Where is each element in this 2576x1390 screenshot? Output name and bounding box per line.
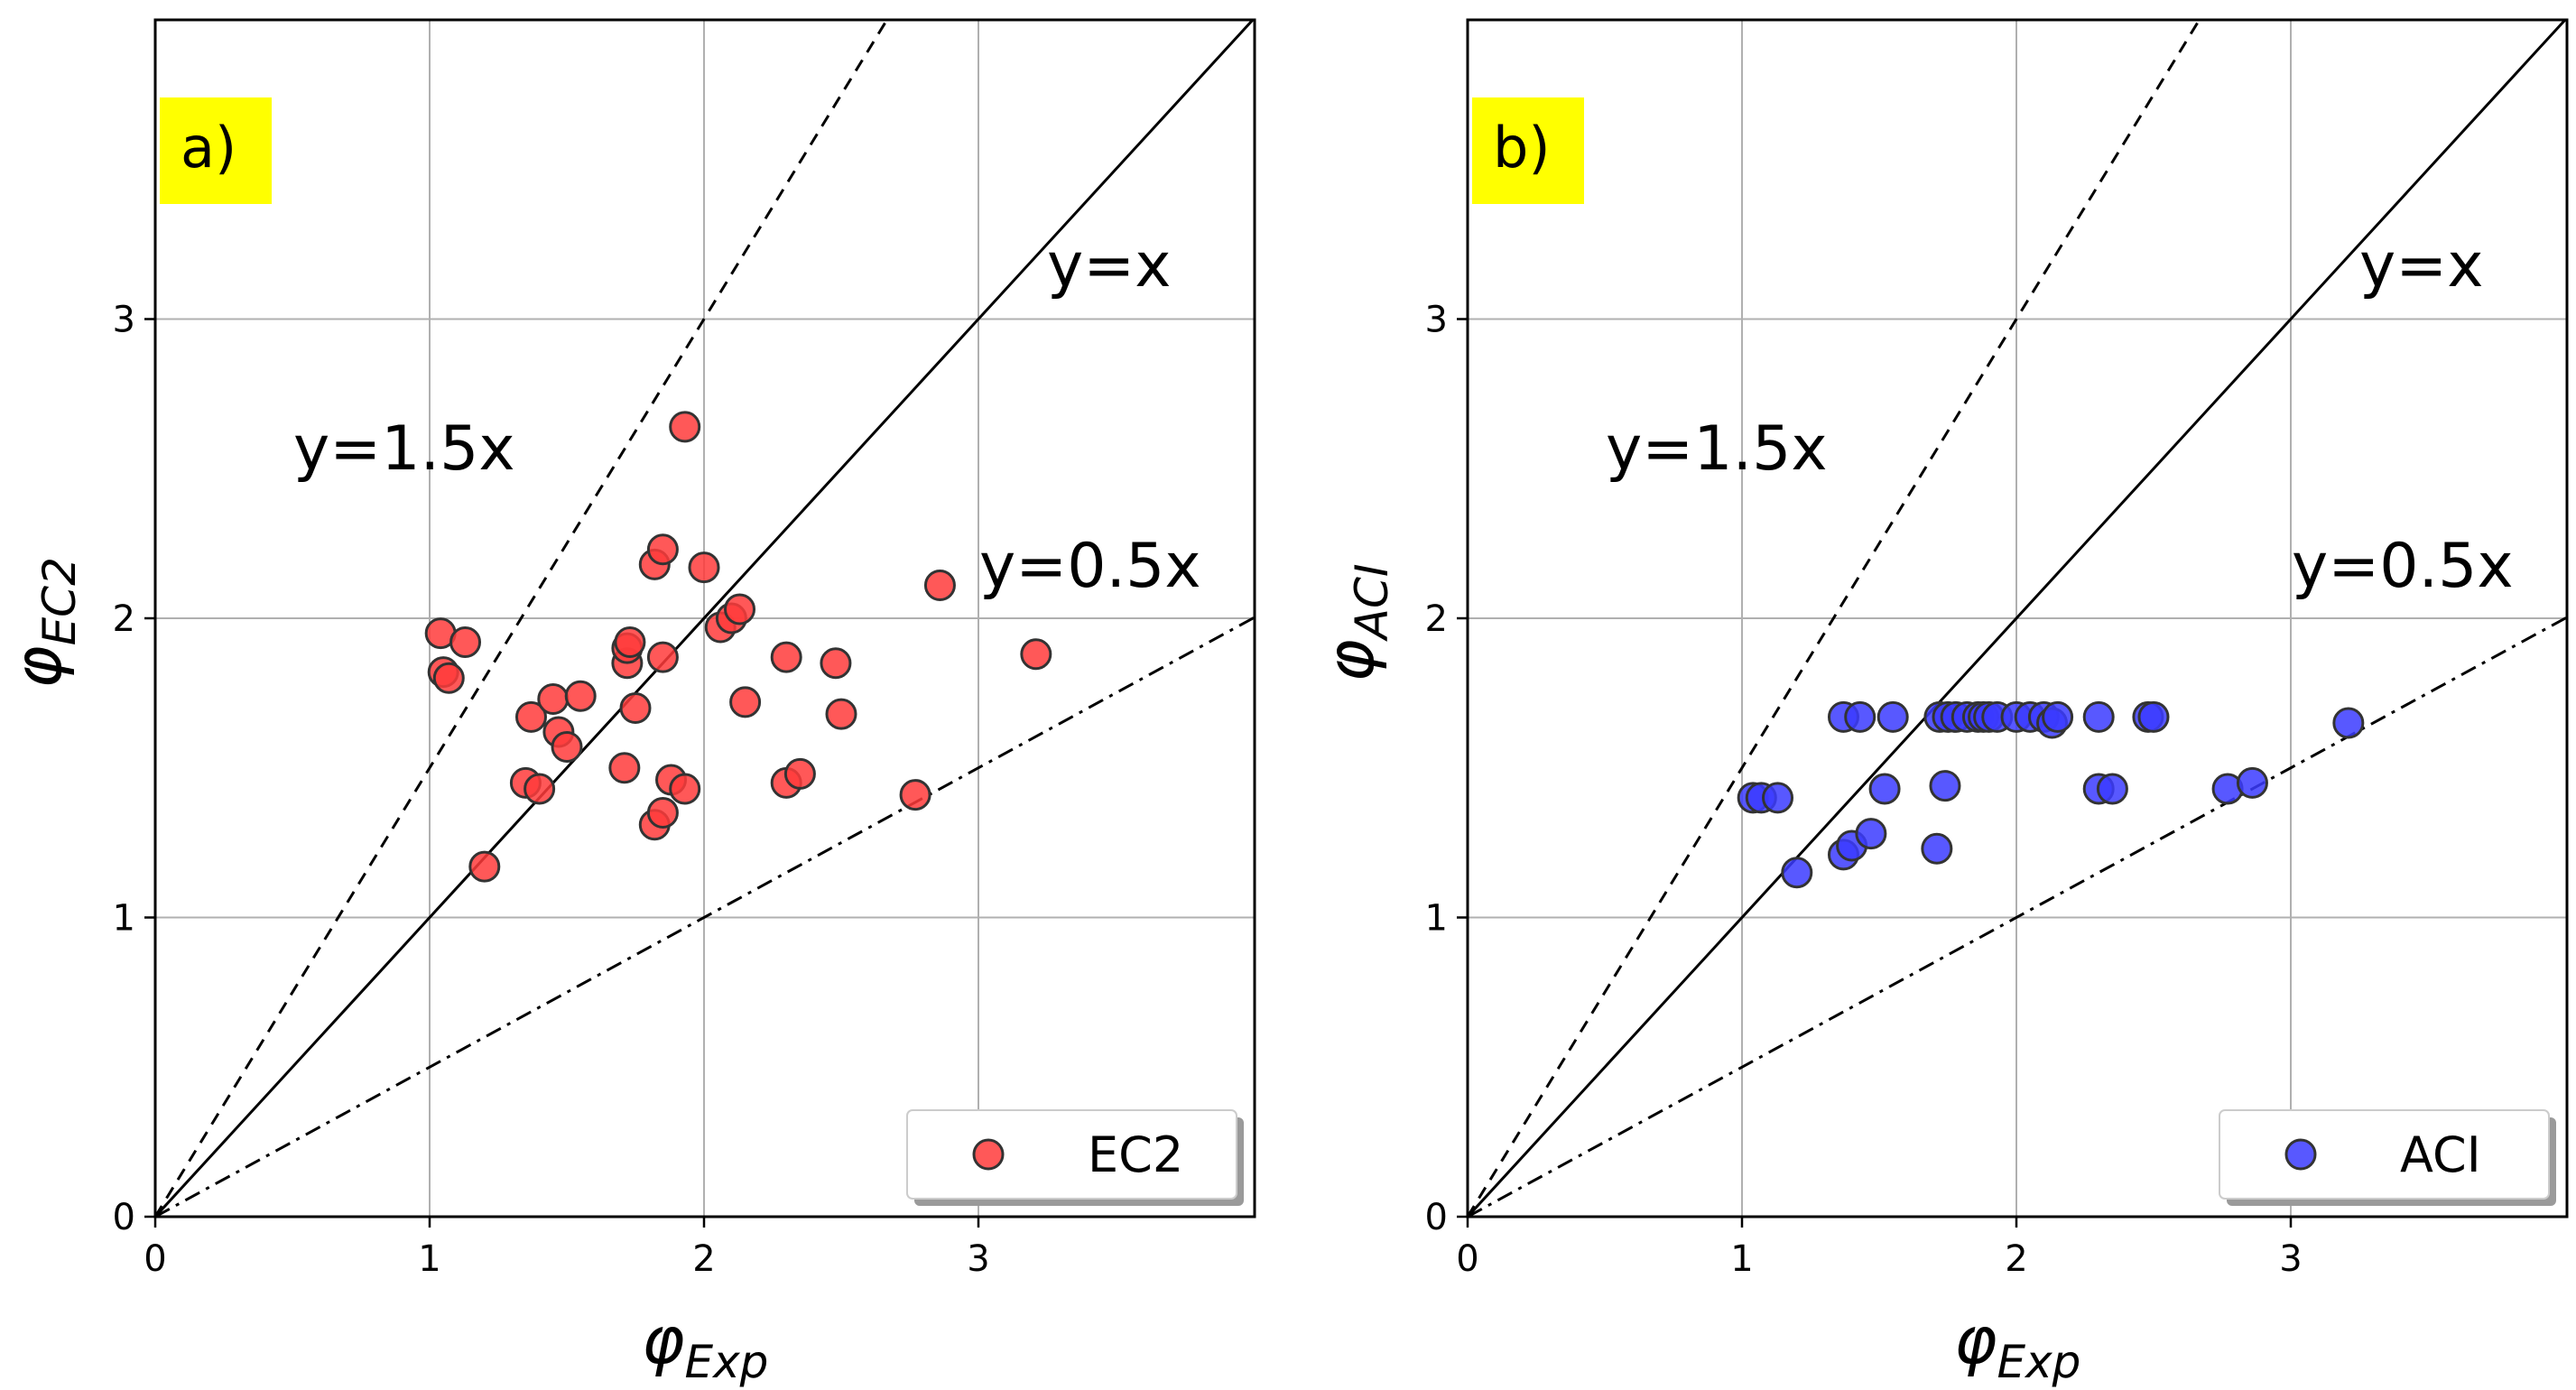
reference-line-label: y=0.5x — [979, 531, 1201, 602]
data-point — [1876, 700, 1909, 733]
x-axis-label: φExp — [1954, 1302, 2080, 1388]
data-point — [1844, 700, 1876, 733]
legend-marker — [2284, 1138, 2317, 1171]
panel-b: y=1.5x y=x y=0.5x 0 1 2 3 0 1 2 3 b) ACI φExp φACI — [1312, 18, 2569, 1388]
x-tick-label: 1 — [418, 1238, 440, 1280]
panel-label-box — [1472, 97, 1584, 204]
data-point — [1855, 818, 1887, 850]
data-point — [923, 570, 956, 602]
data-point — [688, 551, 720, 584]
data-point — [646, 796, 679, 829]
x-tick-label: 2 — [2005, 1238, 2027, 1280]
y-tick-label: 0 — [113, 1197, 135, 1238]
series-ec2 — [424, 411, 1052, 883]
reference-lines — [155, 20, 1255, 1217]
data-point — [724, 593, 756, 626]
data-point — [770, 641, 802, 673]
data-point — [2042, 700, 2074, 733]
data-point — [669, 773, 701, 805]
y-axis-label: φEC2 — [0, 557, 86, 689]
reference-line-label: y=0.5x — [2292, 531, 2514, 602]
x-tick-label: 1 — [1730, 1238, 1753, 1280]
x-tick-label: 3 — [2279, 1238, 2302, 1280]
data-point — [1020, 638, 1052, 671]
data-point — [608, 752, 641, 784]
data-point — [551, 731, 583, 764]
y-tick-label: 1 — [113, 898, 135, 940]
reference-line-label: y=1.5x — [293, 413, 515, 485]
data-point — [524, 773, 556, 805]
reference-line-solid — [155, 20, 1255, 1217]
reference-line-label: y=x — [1047, 230, 1171, 301]
data-point — [669, 411, 701, 443]
reference-line-dashdot — [155, 616, 1255, 1217]
x-tick-label: 3 — [967, 1238, 989, 1280]
data-point — [783, 757, 816, 790]
legend-label: ACI — [2400, 1126, 2481, 1183]
x-axis-label: φExp — [642, 1302, 768, 1388]
data-point — [2137, 700, 2170, 733]
reference-line-label: y=x — [2359, 230, 2483, 301]
data-point — [2082, 700, 2115, 733]
legend-box — [2219, 1109, 2550, 1200]
data-point — [468, 850, 501, 883]
data-point — [564, 680, 597, 712]
legend-marker — [972, 1138, 1005, 1171]
x-tick-label: 2 — [692, 1238, 715, 1280]
y-tick-label: 3 — [1425, 300, 1448, 341]
y-tick-label: 2 — [1425, 598, 1448, 640]
x-tick-label: 0 — [144, 1238, 166, 1280]
data-point — [2236, 766, 2268, 799]
series-aci — [1737, 700, 2365, 889]
data-point — [449, 626, 482, 659]
data-point — [537, 683, 570, 716]
data-point — [1762, 782, 1794, 814]
data-point — [1921, 832, 1953, 865]
data-point — [614, 626, 646, 659]
panel-label: b) — [1493, 115, 1551, 181]
data-point — [820, 647, 852, 680]
legend-box — [906, 1109, 1237, 1200]
data-point — [825, 698, 857, 730]
y-axis-label: φACI — [1312, 563, 1398, 681]
data-point — [646, 533, 679, 566]
legend-label: EC2 — [1088, 1126, 1183, 1183]
x-tick-label: 0 — [1456, 1238, 1478, 1280]
y-tick-label: 1 — [1425, 898, 1448, 940]
reference-line-solid — [1468, 20, 2567, 1217]
data-point — [1929, 770, 1961, 802]
data-point — [2096, 773, 2128, 805]
reference-line-dashdot — [1468, 616, 2567, 1217]
y-tick-label: 2 — [113, 598, 135, 640]
data-point — [2332, 707, 2365, 739]
data-point — [729, 686, 762, 718]
data-point — [514, 700, 547, 733]
panel-a: y=1.5x y=x y=0.5x 0 1 2 3 0 1 2 3 a) EC2 φExp φEC2 — [0, 18, 1256, 1388]
panel-label: a) — [181, 115, 236, 181]
panel-label-box — [160, 97, 272, 204]
reference-line-label: y=1.5x — [1606, 413, 1828, 485]
reference-lines — [1468, 20, 2567, 1217]
y-tick-label: 3 — [113, 300, 135, 341]
y-tick-label: 0 — [1425, 1197, 1448, 1238]
data-point — [432, 662, 465, 694]
data-point — [1781, 857, 1813, 889]
data-point — [619, 691, 652, 724]
data-point — [1868, 773, 1901, 805]
data-point — [646, 641, 679, 673]
data-point — [899, 779, 931, 811]
